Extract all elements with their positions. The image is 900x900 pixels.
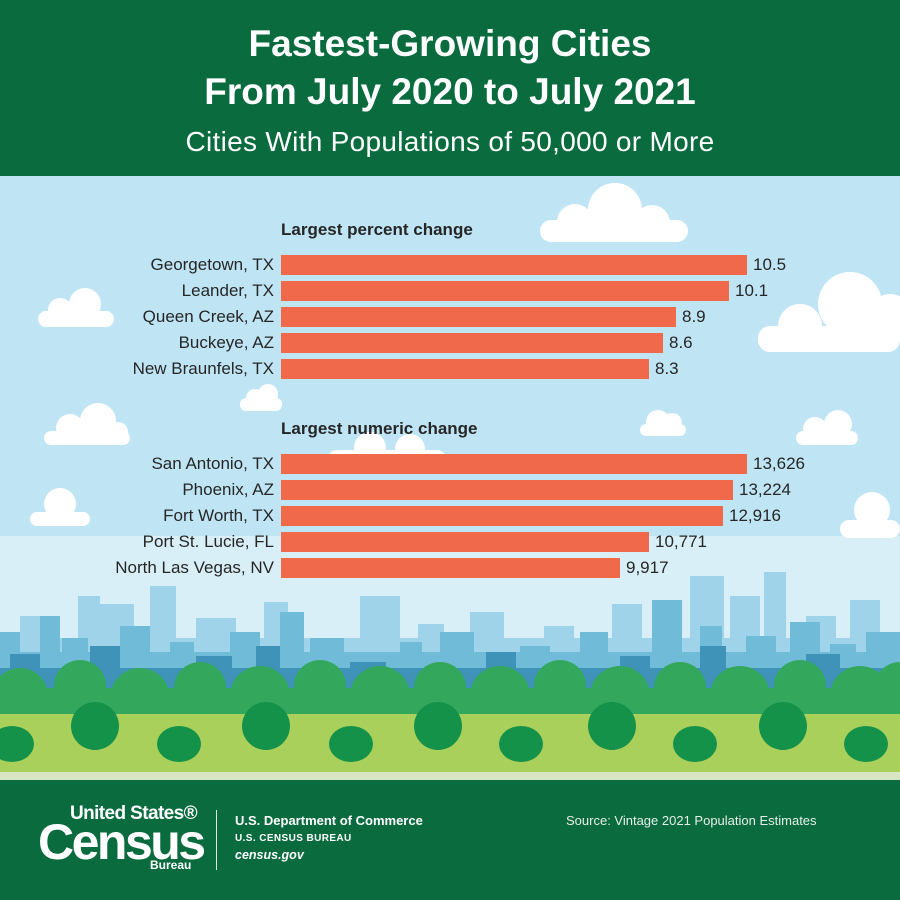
city-label: Leander, TX (181, 281, 274, 300)
bar (281, 558, 620, 578)
bar (281, 532, 649, 552)
city-label: New Braunfels, TX (132, 359, 274, 378)
tree (242, 702, 290, 750)
city-label: Georgetown, TX (150, 255, 274, 274)
city-label: Queen Creek, AZ (142, 307, 274, 326)
bush (157, 726, 201, 762)
bar (281, 480, 733, 500)
bar-value-label: 8.6 (669, 333, 693, 352)
bar-value-label: 8.3 (655, 359, 679, 378)
header-banner: Fastest-Growing Cities From July 2020 to… (0, 0, 900, 176)
cloud (30, 488, 90, 526)
bar (281, 359, 649, 379)
bush (329, 726, 373, 762)
bar-value-label: 13,224 (739, 480, 791, 499)
bar (281, 333, 663, 353)
bushes (0, 660, 900, 728)
chart-title: Largest percent change (281, 220, 473, 239)
bush (499, 726, 543, 762)
tree (71, 702, 119, 750)
title-line-2: From July 2020 to July 2021 (204, 71, 696, 112)
tree (588, 702, 636, 750)
cloud (540, 183, 688, 242)
census-logo-wordmark: Census (38, 814, 206, 870)
chart-title: Largest numeric change (281, 419, 478, 438)
bush (844, 726, 888, 762)
bar (281, 281, 729, 301)
city-label: Fort Worth, TX (163, 506, 274, 525)
bar-value-label: 13,626 (753, 454, 805, 473)
city-label: Buckeye, AZ (178, 333, 274, 352)
path (0, 772, 900, 780)
cloud (758, 272, 900, 352)
cloud (640, 410, 686, 436)
bar (281, 255, 747, 275)
cloud (38, 288, 114, 327)
footer-banner: United States® Census Bureau U.S. Depart… (0, 780, 900, 900)
source-note: Source: Vintage 2021 Population Estimate… (566, 813, 817, 828)
bar-value-label: 8.9 (682, 307, 706, 326)
trees (0, 702, 888, 762)
bar (281, 454, 747, 474)
bar-value-label: 9,917 (626, 558, 669, 577)
bar-value-label: 12,916 (729, 506, 781, 525)
bush (0, 726, 34, 762)
bush (673, 726, 717, 762)
department-name: U.S. Department of Commerce (235, 813, 423, 828)
city-label: San Antonio, TX (151, 454, 274, 473)
cloud (44, 403, 130, 445)
cloud (840, 492, 900, 538)
city-skyline-background (0, 176, 900, 780)
census-logo-line-1: United States® (70, 803, 198, 824)
bar-value-label: 10,771 (655, 532, 707, 551)
city-label: Port St. Lucie, FL (142, 532, 274, 551)
bar (281, 506, 723, 526)
tree (759, 702, 807, 750)
cloud (240, 384, 282, 411)
cloud (796, 410, 858, 445)
tree (414, 702, 462, 750)
city-label: North Las Vegas, NV (115, 558, 274, 577)
website-link[interactable]: census.gov (235, 848, 304, 862)
subtitle: Cities With Populations of 50,000 or Mor… (185, 126, 715, 157)
chart-scene: Largest percent change Georgetown, TX 10.5… (0, 176, 900, 780)
bureau-name: U.S. CENSUS BUREAU (235, 833, 352, 844)
city-label: Phoenix, AZ (182, 480, 274, 499)
bar-value-label: 10.5 (753, 255, 787, 274)
bar (281, 307, 676, 327)
bar-value-label: 10.1 (735, 281, 769, 300)
census-logo-line-3: Bureau (150, 858, 192, 872)
footer-divider (216, 810, 217, 870)
title-line-1: Fastest-Growing Cities (248, 23, 652, 64)
